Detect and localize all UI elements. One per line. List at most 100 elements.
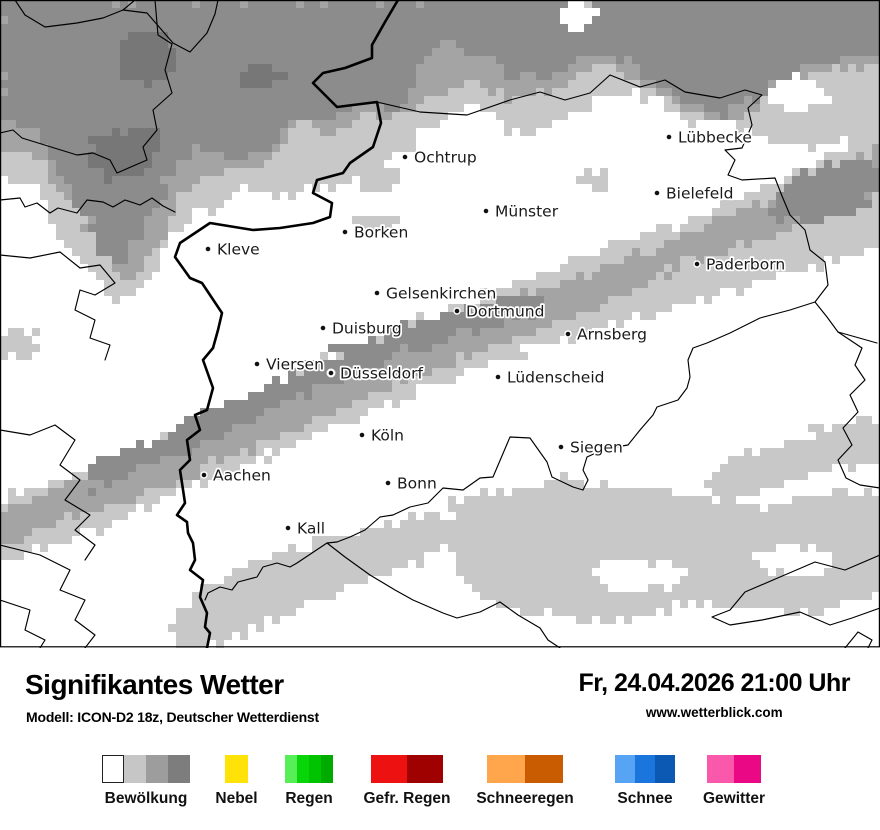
city-marker-duisburg: Duisburg	[319, 318, 403, 339]
city-marker-dsseldorf: Düsseldorf	[326, 363, 425, 384]
state-border	[582, 301, 816, 491]
legend-swatch	[525, 755, 563, 783]
city-dot	[253, 360, 261, 368]
legend-swatch	[146, 755, 168, 783]
legend-swatches	[707, 755, 761, 783]
legend-label: Regen	[285, 790, 333, 807]
city-label: Lüdenscheid	[507, 369, 605, 387]
city-label: Bonn	[397, 475, 437, 493]
city-label: Köln	[371, 427, 404, 445]
city-marker-kln: Köln	[358, 425, 406, 446]
state-border	[0, 0, 173, 174]
state-border	[837, 331, 878, 344]
forecast-datetime: Fr, 24.04.2026 21:00 Uhr	[578, 669, 850, 697]
city-label: Duisburg	[332, 320, 402, 338]
cloud-level-1	[0, 0, 880, 648]
legend-swatch	[124, 755, 146, 783]
legend-label: Gefr. Regen	[363, 790, 451, 807]
legend-group-1: Nebel	[215, 755, 258, 807]
city-dot	[557, 443, 565, 451]
legend-group-3: Gefr. Regen	[364, 755, 451, 807]
state-border	[0, 424, 96, 561]
legend-label: Nebel	[215, 790, 258, 807]
city-marker-paderborn: Paderborn	[693, 254, 787, 275]
legend-swatch	[225, 755, 248, 783]
city-marker-kall: Kall	[284, 518, 327, 539]
map-frame	[0, 0, 880, 648]
legend-group-6: Gewitter	[703, 755, 765, 807]
legend-swatch	[371, 755, 407, 783]
state-border	[844, 631, 873, 648]
city-dot	[373, 289, 381, 297]
city-marker-ldenscheid: Lüdenscheid	[494, 367, 606, 388]
legend-swatch	[487, 755, 525, 783]
legend-label: Schneeregen	[476, 790, 574, 807]
datetime-block: Fr, 24.04.2026 21:00 Uhr www.wetterblick…	[578, 669, 850, 721]
page-title: Signifikantes Wetter	[25, 669, 284, 700]
city-marker-bonn: Bonn	[384, 473, 438, 494]
state-border	[0, 251, 116, 361]
city-label: Siegen	[570, 439, 623, 457]
city-dot	[482, 207, 490, 215]
legend-swatch	[168, 755, 190, 783]
cloud-cover-layer	[0, 0, 880, 648]
legend-swatches	[615, 755, 675, 783]
legend-group-2: Regen	[285, 755, 333, 807]
city-marker-dortmund: Dortmund	[453, 301, 546, 322]
city-marker-aachen: Aachen	[200, 465, 273, 486]
city-dot	[453, 307, 461, 315]
cloud-level-3	[0, 0, 880, 496]
country-border	[173, 0, 400, 648]
city-label: Viersen	[266, 356, 324, 374]
city-label: Düsseldorf	[340, 365, 423, 383]
city-marker-siegen: Siegen	[557, 437, 625, 458]
city-label: Aachen	[213, 467, 271, 485]
city-label: Arnsberg	[577, 326, 647, 344]
city-label: Lübbecke	[678, 129, 752, 147]
city-label: Borken	[354, 224, 408, 242]
city-label: Paderborn	[706, 256, 785, 274]
state-border	[376, 74, 880, 489]
state-border	[711, 554, 880, 626]
city-marker-lbbecke: Lübbecke	[665, 127, 754, 148]
city-dot	[401, 153, 409, 161]
legend-swatch	[707, 755, 734, 783]
state-border	[326, 542, 561, 648]
website-url: www.wetterblick.com	[645, 705, 783, 720]
city-dot	[665, 133, 673, 141]
city-label: Dortmund	[466, 303, 544, 321]
legend-label: Schnee	[617, 790, 673, 807]
city-label: Ochtrup	[414, 149, 477, 167]
city-label: Gelsenkirchen	[386, 285, 496, 303]
state-border	[122, 0, 219, 53]
state-borders	[0, 0, 880, 648]
city-marker-viersen: Viersen	[253, 354, 326, 375]
legend-swatch	[321, 755, 333, 783]
legend-swatches	[487, 755, 563, 783]
state-border	[0, 197, 176, 214]
legend-swatch	[407, 755, 443, 783]
city-markers-layer: Ochtrup Lübbecke Bielefeld Münster Borken Kle…	[200, 127, 787, 539]
cloud-level-4	[88, 32, 288, 184]
city-marker-arnsberg: Arnsberg	[564, 324, 649, 345]
city-label: Kleve	[217, 241, 260, 259]
legend-swatches	[285, 755, 333, 783]
legend-swatch	[297, 755, 309, 783]
city-marker-kleve: Kleve	[204, 239, 261, 260]
legend-swatch	[655, 755, 675, 783]
city-dot	[564, 330, 572, 338]
city-marker-gelsenkirchen: Gelsenkirchen	[373, 283, 498, 304]
legend-swatch	[635, 755, 655, 783]
city-marker-borken: Borken	[341, 222, 410, 243]
state-border	[204, 436, 584, 601]
city-dot	[284, 524, 292, 532]
legend-swatches	[225, 755, 248, 783]
city-dot	[319, 324, 327, 332]
city-dot	[653, 189, 661, 197]
legend-group-5: Schnee	[615, 755, 675, 807]
city-dot	[200, 471, 208, 479]
city-dot	[204, 245, 212, 253]
city-marker-ochtrup: Ochtrup	[401, 147, 478, 168]
city-dot	[693, 260, 701, 268]
